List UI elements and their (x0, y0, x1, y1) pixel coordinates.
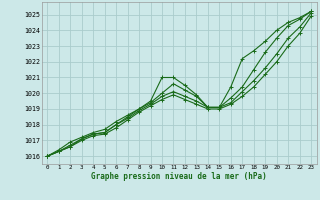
X-axis label: Graphe pression niveau de la mer (hPa): Graphe pression niveau de la mer (hPa) (91, 172, 267, 181)
